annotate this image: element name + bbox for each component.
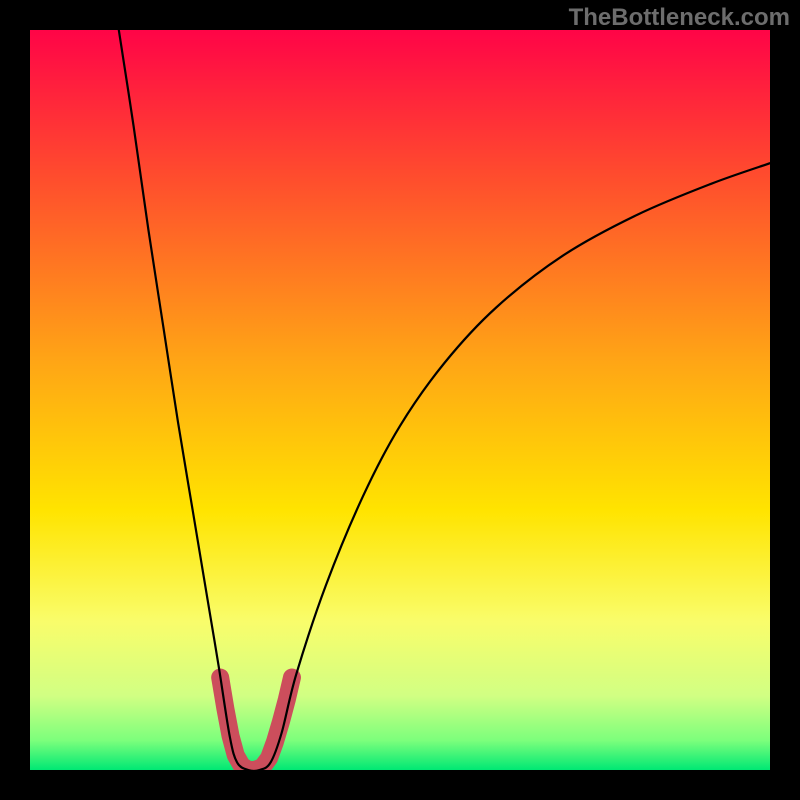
bottleneck-chart — [0, 0, 800, 800]
plot-background — [30, 30, 770, 770]
watermark-text: TheBottleneck.com — [569, 4, 790, 32]
chart-container: TheBottleneck.com — [0, 0, 800, 800]
